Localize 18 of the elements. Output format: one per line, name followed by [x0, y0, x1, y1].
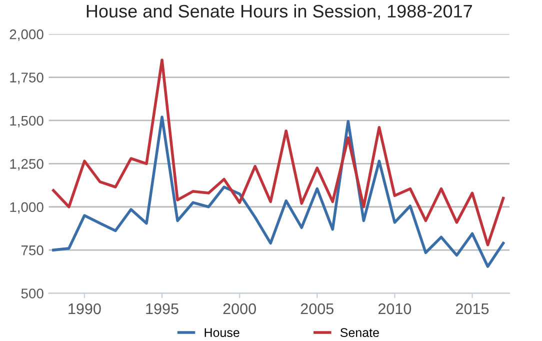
line-series: [52, 58, 505, 246]
line-series: [52, 116, 505, 268]
legend-label: Senate: [340, 328, 379, 338]
y-tick-label: 2,000: [10, 29, 44, 41]
y-tick-label: 1,000: [10, 202, 44, 214]
y-tick-label: 1,750: [10, 72, 44, 84]
y-tick-label: 500: [21, 288, 44, 298]
chart-title: House and Senate Hours in Session, 1988-2017: [86, 4, 472, 20]
y-tick-label: 750: [21, 245, 44, 256]
legend-label: House: [204, 328, 240, 338]
x-tick-label: 1995: [146, 303, 178, 314]
y-tick-label: 1,250: [10, 159, 44, 170]
x-tick-label: 1990: [68, 303, 101, 314]
y-tick-label: 1,500: [10, 116, 44, 128]
x-tick-label: 2005: [300, 303, 334, 314]
x-tick-label: 2010: [378, 303, 412, 314]
x-tick-label: 2000: [223, 303, 256, 314]
x-tick-label: 2015: [456, 303, 489, 314]
